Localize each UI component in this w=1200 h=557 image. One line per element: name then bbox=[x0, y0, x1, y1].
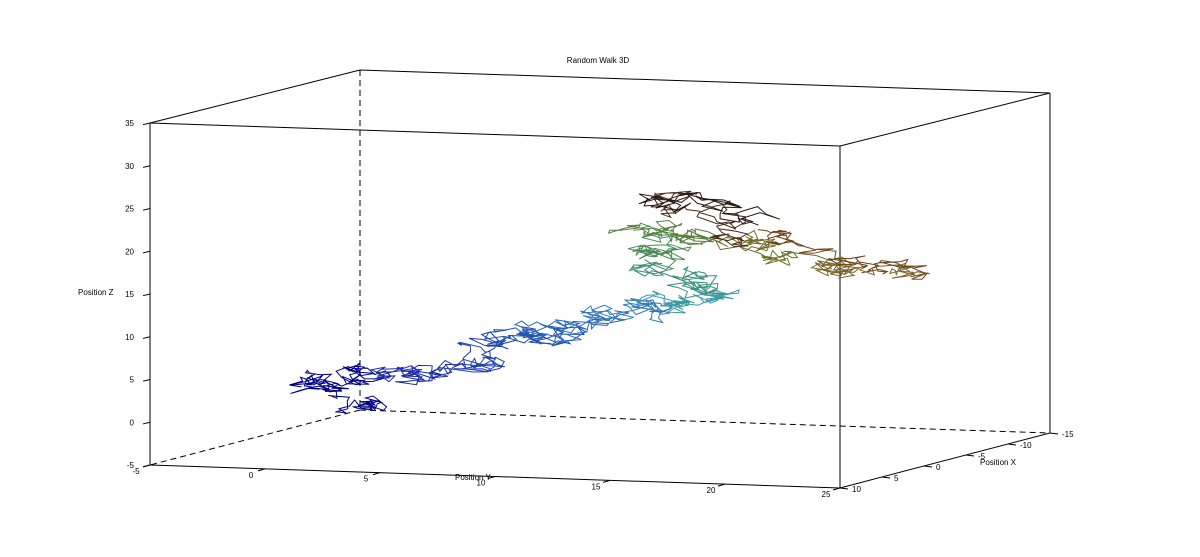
z-tick-label: 35 bbox=[125, 119, 134, 128]
y-tick-mark bbox=[142, 464, 151, 468]
walk-segment bbox=[580, 298, 673, 324]
z-tick-label: 30 bbox=[125, 162, 134, 171]
y-tick-mark bbox=[602, 479, 611, 483]
z-tick-mark bbox=[142, 336, 151, 339]
x-tick-mark bbox=[923, 465, 933, 468]
hidden-floor-edge-right bbox=[359, 409, 1051, 434]
y-tick-mark bbox=[372, 472, 381, 476]
x-tick-mark bbox=[881, 476, 891, 479]
x-axis-label: Position X bbox=[980, 458, 1017, 467]
z-tick-mark bbox=[142, 293, 151, 297]
top-front-edge bbox=[149, 122, 841, 147]
z-tick-mark bbox=[142, 208, 151, 211]
x-tick-mark bbox=[965, 454, 975, 457]
z-tick-label: 10 bbox=[125, 333, 134, 342]
x-tick-label: -15 bbox=[1062, 430, 1074, 439]
y-tick-mark bbox=[832, 487, 841, 491]
z-tick-label: 0 bbox=[130, 418, 135, 427]
random-walk-trajectory bbox=[289, 190, 930, 414]
x-tick-label: -5 bbox=[978, 452, 986, 461]
x-tick-mark bbox=[1007, 443, 1017, 446]
bottom-right-edge bbox=[839, 432, 1051, 489]
y-tick-label: 0 bbox=[249, 471, 254, 480]
top-right-edge bbox=[839, 92, 1051, 147]
walk-segment bbox=[369, 362, 464, 386]
y-tick-label: 15 bbox=[592, 482, 601, 491]
y-tick-mark bbox=[717, 483, 726, 487]
walk-segment bbox=[638, 191, 781, 226]
z-tick-label: 25 bbox=[125, 205, 134, 214]
axes-ticks: -5 0 5 10 15 20 25 30 35 -5 0 5 10 15 20 25 -15 -10 -5 0 5 10 bbox=[125, 119, 1074, 499]
z-tick-label: -5 bbox=[127, 461, 135, 470]
x-tick-label: 10 bbox=[852, 485, 861, 494]
z-tick-mark bbox=[142, 122, 151, 126]
walk-segment bbox=[290, 362, 392, 394]
x-tick-mark bbox=[1049, 432, 1059, 435]
z-tick-mark bbox=[142, 250, 151, 254]
z-tick-label: 15 bbox=[125, 290, 134, 299]
z-tick-mark bbox=[142, 421, 151, 425]
walk-segment bbox=[607, 219, 723, 246]
walk-segment bbox=[636, 288, 740, 314]
chart-title: Random Walk 3D bbox=[567, 56, 630, 65]
hidden-floor-edge-left bbox=[149, 409, 361, 466]
walk-segment bbox=[714, 229, 853, 271]
walk-segment bbox=[650, 190, 749, 248]
z-axis-label: Position Z bbox=[78, 288, 114, 297]
hidden-box-edges bbox=[149, 70, 1051, 466]
top-left-edge bbox=[149, 69, 361, 124]
x-tick-label: 0 bbox=[936, 463, 941, 472]
y-axis-label: Position Y bbox=[455, 473, 492, 482]
y-tick-label: 5 bbox=[364, 475, 369, 484]
walk-segment bbox=[628, 261, 729, 299]
y-tick-label: 10 bbox=[477, 479, 486, 488]
walk-segment bbox=[289, 374, 388, 414]
walk-segment bbox=[757, 229, 929, 280]
z-tick-mark bbox=[142, 379, 151, 382]
y-tick-label: -5 bbox=[132, 467, 140, 476]
y-tick-mark bbox=[257, 468, 266, 472]
walk-segment bbox=[483, 324, 587, 347]
z-tick-mark bbox=[142, 165, 151, 168]
z-tick-label: 5 bbox=[130, 376, 135, 385]
x-tick-label: 5 bbox=[894, 474, 899, 483]
y-tick-label: 20 bbox=[707, 486, 716, 495]
y-tick-label: 25 bbox=[822, 490, 831, 499]
x-tick-label: -10 bbox=[1020, 441, 1032, 450]
top-back-edge bbox=[359, 69, 1051, 94]
y-tick-mark bbox=[487, 476, 496, 479]
z-tick-label: 20 bbox=[125, 247, 134, 256]
walk-segment bbox=[437, 331, 518, 373]
x-tick-mark bbox=[839, 487, 849, 490]
walk-segment bbox=[513, 310, 630, 342]
walk-segment bbox=[627, 225, 693, 271]
